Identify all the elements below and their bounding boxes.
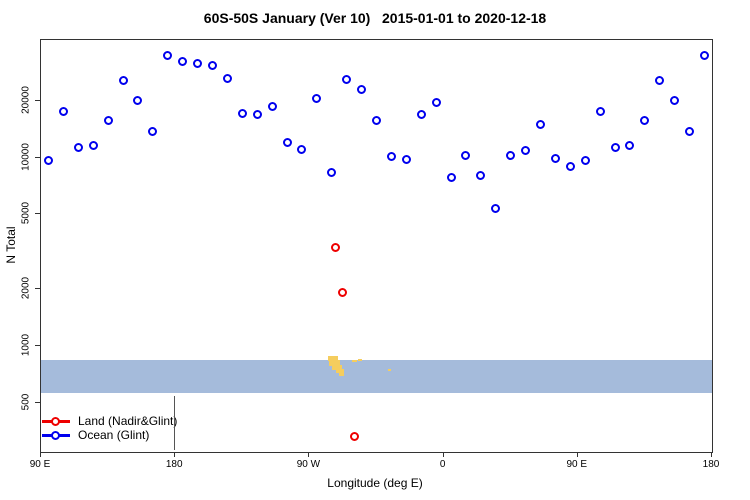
ocean-data-point [372,115,381,125]
y-axis-tick [35,345,40,346]
ocean-data-point [327,168,337,178]
ocean-data-point [640,115,650,125]
ocean-data-point [237,109,247,119]
land-map-patch [358,359,362,361]
y-tick-label: 500 [20,393,32,411]
ocean-data-point [267,101,277,111]
land-map-patch [329,360,340,366]
ocean-data-point [357,85,367,95]
ocean-data-point [386,152,396,162]
ocean-data-point [685,126,695,136]
ocean-data-point [222,74,232,84]
y-axis-tick [35,401,40,403]
y-tick-label: 10000 [20,142,32,171]
land-map-patch [388,369,391,371]
ocean-data-point [431,97,441,107]
land-map-patch [332,365,342,370]
ocean-data-point [282,138,292,148]
land-circle-icon [51,416,60,426]
ocean-data-point [163,51,173,61]
land-map-patch [352,360,357,362]
ocean-data-point [461,150,471,160]
x-tick-label: 90 E [566,459,588,470]
ocean-data-point [610,143,620,153]
ocean-map-band [41,359,712,393]
artifact-line [174,396,176,451]
ocean-data-point [73,143,83,153]
y-tick-label: 20000 [20,85,32,114]
x-axis-tick [40,452,41,457]
ocean-data-point [103,115,113,125]
y-axis-tick [35,288,40,290]
ocean-data-point [312,94,322,104]
x-axis-tick [576,452,578,457]
x-tick-label: 180 [165,459,183,470]
ocean-data-point [118,75,128,85]
y-axis-tick [35,99,40,101]
ocean-data-point [88,140,98,150]
legend: Land (Nadir&Glint) Ocean (Glint) [42,414,177,442]
land-map-patch [328,356,338,361]
x-tick-label: 90 W [296,459,321,470]
y-axis-label: N Total [4,226,18,264]
ocean-circle-icon [51,430,60,440]
ocean-data-point [506,151,516,161]
land-map-patch [339,372,344,376]
ocean-data-point [297,145,307,155]
ocean-data-point [58,106,68,116]
y-tick-label: 2000 [20,277,32,300]
ocean-data-point [491,203,501,213]
legend-item-ocean: Ocean (Glint) [42,428,177,442]
legend-label-ocean: Ocean (Glint) [78,428,150,442]
ocean-data-point [625,140,635,150]
ocean-data-point [655,75,665,85]
ocean-data-point [342,74,352,84]
legend-label-land: Land (Nadir&Glint) [78,414,178,428]
ocean-data-point [550,153,560,163]
plot-area [40,39,713,453]
ocean-data-point [580,156,590,166]
chart-title: 60S-50S January (Ver 10) 2015-01-01 to 2… [203,10,547,26]
x-tick-label: 0 [439,459,446,470]
x-axis-tick [174,452,176,457]
ocean-data-point [521,146,531,156]
land-data-point [337,288,347,298]
ocean-data-point [595,106,605,116]
y-tick-label: 1000 [20,333,32,357]
ocean-data-point [178,57,188,67]
ocean-data-point [207,60,217,70]
y-axis-tick [35,213,40,215]
x-tick-label: 180 [702,459,720,470]
ocean-data-point [536,120,546,130]
legend-symbol-ocean [42,428,70,442]
x-axis-label: Longitude (deg E) [327,476,423,490]
ocean-data-point [148,126,158,136]
ocean-data-point [401,154,411,164]
ocean-data-point [700,50,710,60]
x-tick-label: 90 E [29,459,51,470]
ocean-data-point [252,110,262,120]
x-axis-tick [442,452,444,457]
ocean-data-point [193,59,203,69]
ocean-data-point [416,109,426,119]
x-axis-tick [711,452,712,457]
ocean-data-point [446,173,456,183]
legend-item-land: Land (Nadir&Glint) [42,414,177,428]
x-axis-tick [308,452,310,457]
y-axis-tick [35,156,40,158]
ocean-data-point [565,161,575,171]
land-data-point [350,432,360,442]
ocean-data-point [133,96,143,106]
ocean-data-point [476,171,486,181]
land-data-point [330,242,340,252]
y-tick-label: 5000 [20,202,32,225]
legend-symbol-land [42,414,70,428]
ocean-data-point [43,156,53,166]
ocean-data-point [670,96,680,106]
land-map-patch [336,369,344,373]
